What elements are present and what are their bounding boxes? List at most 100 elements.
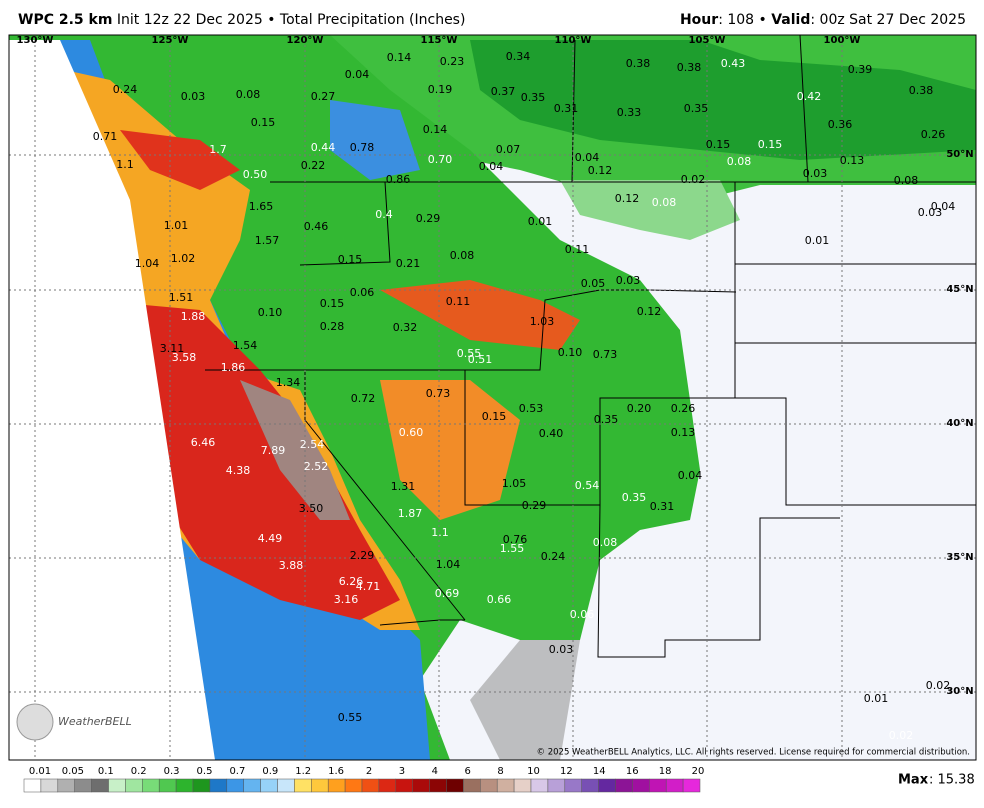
point-value: 0.15 (338, 253, 363, 266)
point-value: 0.38 (626, 57, 651, 70)
colorbar-label: 0.1 (98, 766, 114, 777)
colorbar-label: 3 (399, 766, 405, 777)
point-value: 0.72 (351, 392, 376, 405)
model-name: WPC 2.5 km (18, 12, 113, 28)
colorbar-swatch (446, 778, 464, 793)
point-value: 0.07 (496, 143, 521, 156)
point-value: 0.26 (921, 128, 946, 141)
point-value: 0.10 (258, 306, 283, 319)
point-value: 3.50 (299, 502, 324, 515)
colorbar-swatch (496, 778, 515, 793)
colorbar-label: 0.01 (29, 766, 51, 777)
point-value: 0.24 (113, 83, 138, 96)
point-value: 0.44 (311, 141, 336, 154)
point-value: 0.04 (931, 200, 956, 213)
point-value: 0.78 (350, 141, 375, 154)
point-value: 0.23 (440, 55, 465, 68)
point-value: 1.04 (436, 558, 461, 571)
point-value: 0.03 (616, 274, 641, 287)
point-value: 1.54 (233, 339, 258, 352)
longitude-label: 125°W (152, 35, 189, 46)
point-value: 0.71 (93, 130, 118, 143)
colorbar-label: 16 (626, 766, 639, 777)
logo: WeatherBELL (58, 715, 132, 728)
point-value: 0.11 (565, 243, 590, 256)
point-value: 4.38 (226, 464, 251, 477)
point-value: 0.36 (828, 118, 853, 131)
point-value: 0.19 (428, 83, 453, 96)
point-value: 1.87 (398, 507, 423, 520)
point-value: 0.40 (539, 427, 564, 440)
colorbar-swatch (311, 778, 329, 793)
point-value: 0.04 (575, 151, 600, 164)
point-value: 0.13 (671, 426, 696, 439)
point-value: 7.89 (261, 444, 286, 457)
latitude-label: 40°N (946, 418, 973, 429)
point-value: 1.65 (249, 200, 274, 213)
point-value: 1.51 (169, 291, 194, 304)
point-value: 0.12 (615, 192, 640, 205)
point-value: 1.1 (116, 158, 134, 171)
point-value: 4.49 (258, 532, 283, 545)
point-value: 0.14 (423, 123, 448, 136)
point-value: 0.02 (681, 173, 706, 186)
point-value: 0.02 (926, 679, 951, 692)
colorbar-swatch (665, 778, 684, 793)
point-value: 4.71 (356, 580, 381, 593)
point-value: 0.42 (797, 90, 822, 103)
point-value: 0.12 (637, 305, 662, 318)
colorbar-swatch (74, 778, 92, 793)
colorbar-swatch (581, 778, 599, 793)
point-value: 0.12 (588, 164, 613, 177)
point-value: 6.46 (191, 436, 216, 449)
point-value: 1.02 (171, 252, 196, 265)
point-value: 0.35 (521, 91, 546, 104)
point-value: 0.54 (575, 479, 600, 492)
colorbar-swatch (564, 778, 582, 793)
colorbar-swatch (361, 778, 380, 793)
point-value: 1.88 (181, 310, 206, 323)
point-value: 1.1 (431, 526, 449, 539)
point-value: 0.06 (350, 286, 375, 299)
point-value: 0.33 (617, 106, 642, 119)
colorbar-swatch (142, 778, 160, 793)
point-value: 0.4 (375, 208, 393, 221)
point-value: 0.27 (311, 90, 336, 103)
logo-icon (16, 703, 54, 741)
colorbar-label: 0.2 (131, 766, 147, 777)
point-value: 0.01 (528, 215, 553, 228)
colorbar-swatch (480, 778, 498, 793)
point-value: 0.05 (581, 277, 606, 290)
colorbar-swatch (243, 778, 261, 793)
point-value: 0.70 (428, 153, 453, 166)
point-value: 1.55 (500, 542, 525, 555)
point-value: 0.32 (393, 321, 418, 334)
colorbar-swatch (158, 778, 177, 793)
point-value: 0.15 (320, 297, 345, 310)
colorbar-swatch (598, 778, 616, 793)
colorbar-swatch (547, 778, 566, 793)
header-left: WPC 2.5 km Init 12z 22 Dec 2025 • Total … (18, 12, 465, 28)
latitude-label: 50°N (946, 149, 973, 160)
point-value: 0.08 (894, 174, 919, 187)
point-value: 0.15 (482, 410, 507, 423)
colorbar-swatch (57, 778, 75, 793)
copyright: © 2025 WeatherBELL Analytics, LLC. All r… (537, 748, 970, 758)
point-value: 0.55 (338, 711, 363, 724)
point-value: 0.38 (909, 84, 934, 97)
colorbar-label: 14 (593, 766, 606, 777)
colorbar-swatch (23, 778, 42, 793)
point-value: 2.54 (300, 438, 325, 451)
colorbar-label: 20 (692, 766, 705, 777)
point-value: 0.22 (301, 159, 326, 172)
point-value: 0.28 (320, 320, 345, 333)
point-value: 0.35 (622, 491, 647, 504)
point-value: 0.26 (671, 402, 696, 415)
point-value: 0.15 (251, 116, 276, 129)
colorbar-label: 1.6 (328, 766, 344, 777)
point-value: 3.58 (172, 351, 197, 364)
point-value: 0.66 (487, 593, 512, 606)
point-value: 0.02 (889, 729, 914, 742)
point-value: 0.11 (446, 295, 471, 308)
